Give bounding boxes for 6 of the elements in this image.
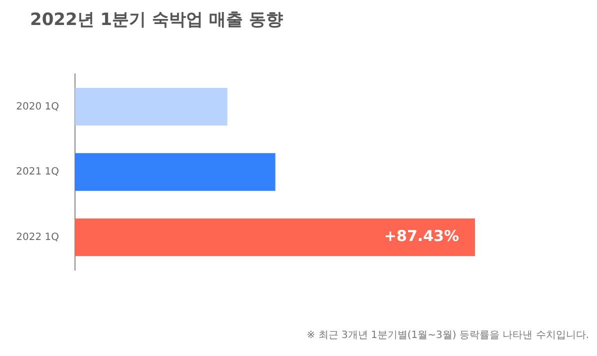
text: ※ 최근 3개년 1분기별(1월~3월) 등락률을 나타낸 수치입니다. <box>306 329 589 342</box>
annotation: +87.43% <box>384 227 459 246</box>
chart-title: 2022년 1분기 숙박업 매출 동향 <box>30 9 283 31</box>
y-tick-label: 2020 1Q <box>16 101 60 112</box>
y-tick-label: 2022 1Q <box>16 232 60 243</box>
y-tick-label: 2021 1Q <box>16 166 60 178</box>
